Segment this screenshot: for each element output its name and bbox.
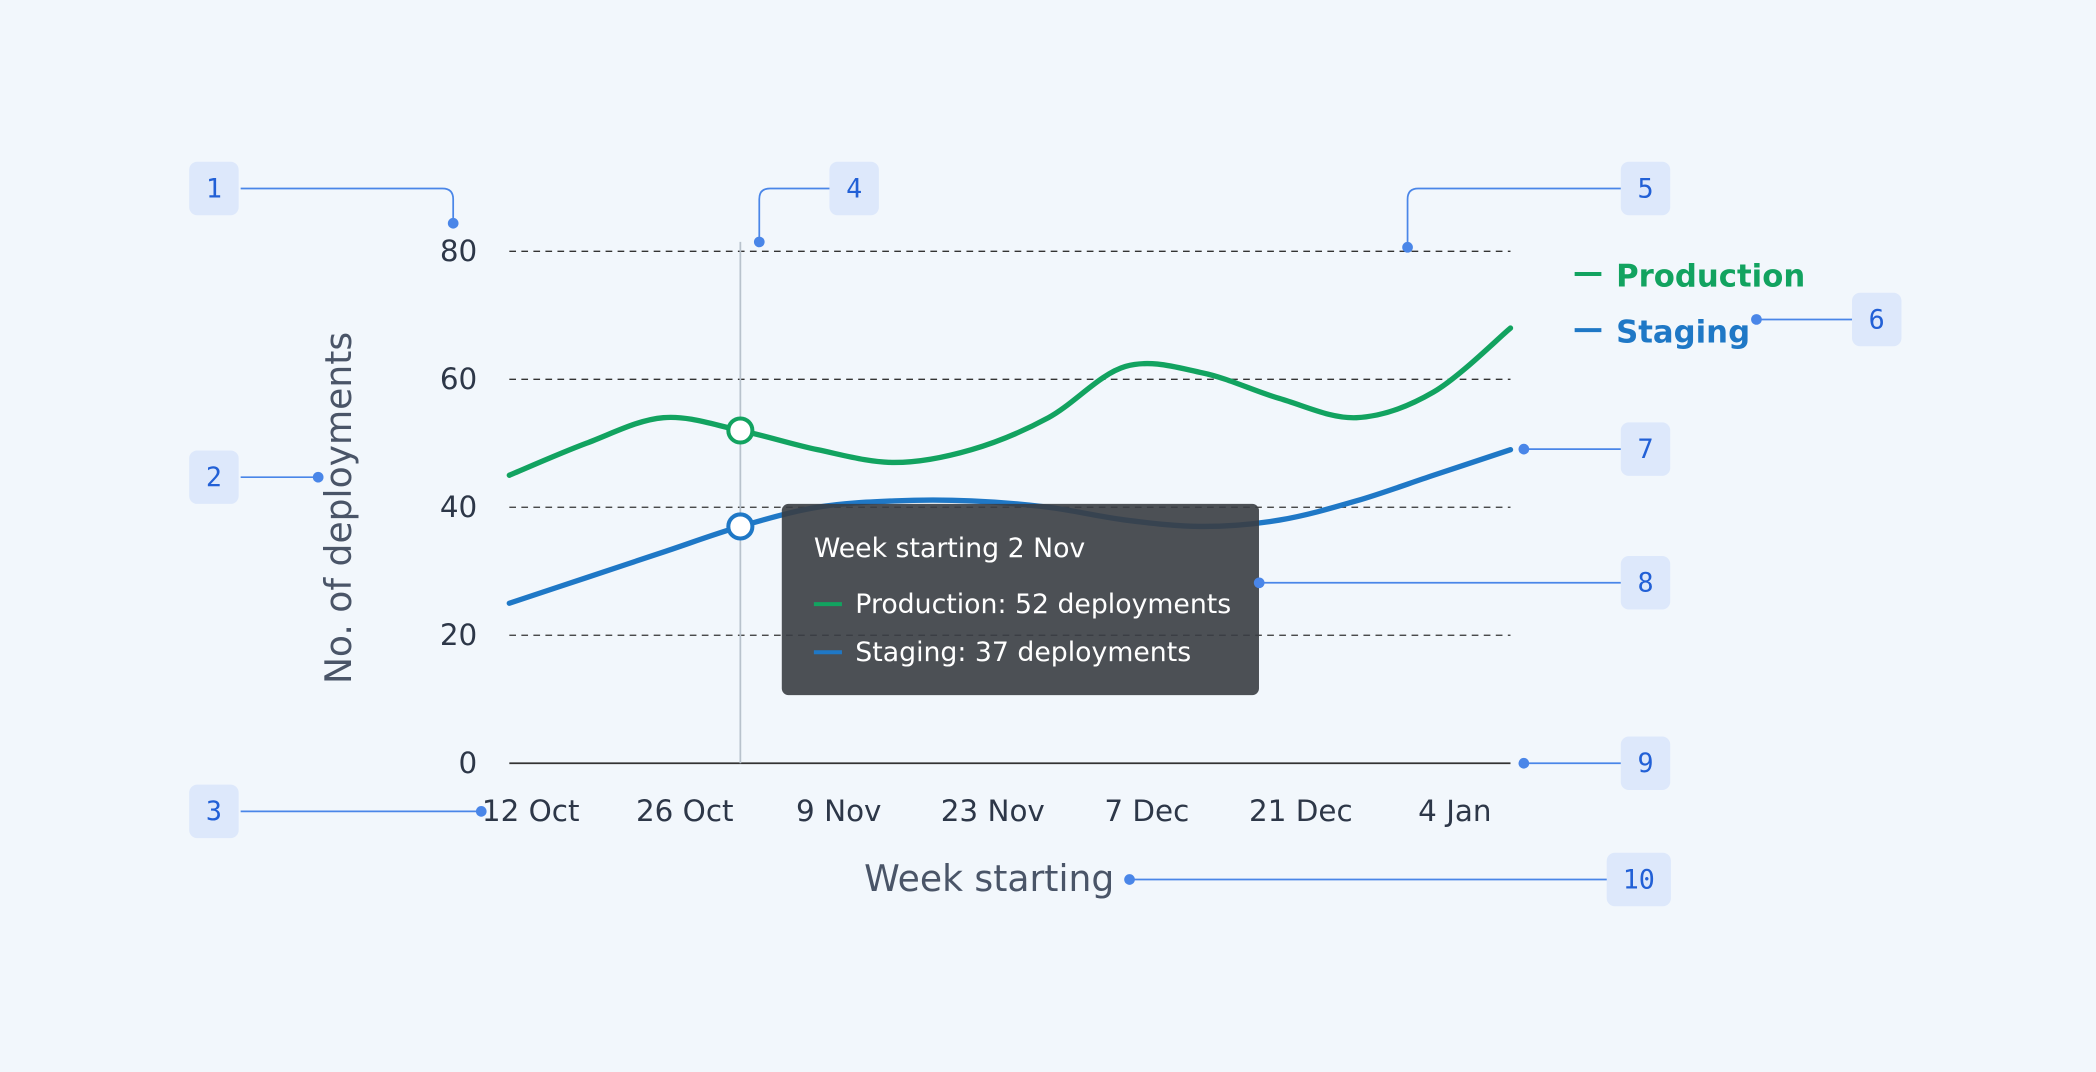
tooltip-line: Production: 52 deployments xyxy=(855,589,1231,620)
y-tick-label: 20 xyxy=(440,618,477,652)
callout-leader xyxy=(758,187,831,242)
x-tick-label: 7 Dec xyxy=(1104,794,1189,828)
callout-number: 4 xyxy=(846,173,862,204)
callout-badge xyxy=(189,450,239,504)
series-line xyxy=(506,325,1514,478)
callout-badge xyxy=(829,161,879,216)
callout-dot xyxy=(1253,577,1265,589)
callout-number: 8 xyxy=(1637,568,1653,599)
callout-badge xyxy=(189,161,239,216)
callout-dot xyxy=(475,806,487,817)
legend-label: Production xyxy=(1616,259,1805,295)
callout-dot xyxy=(1402,241,1413,253)
callout-badge xyxy=(1606,852,1671,907)
y-tick-label: 40 xyxy=(440,490,477,524)
x-tick-label: 21 Dec xyxy=(1249,794,1353,828)
callout-badge xyxy=(1620,161,1671,216)
tooltip-line: Staging: 37 deployments xyxy=(855,637,1191,668)
x-tick-label: 26 Oct xyxy=(636,794,734,828)
y-axis-title: No. of deployments xyxy=(318,332,360,684)
callout-number: 2 xyxy=(206,462,222,493)
callout-badge xyxy=(1620,422,1671,476)
tooltip-box xyxy=(781,503,1259,696)
callout-number: 6 xyxy=(1869,304,1885,335)
x-tick-label: 23 Nov xyxy=(941,794,1045,828)
callout-dot xyxy=(753,236,765,248)
y-tick-label: 0 xyxy=(459,746,478,780)
callout-dot xyxy=(1124,874,1135,885)
y-tick-label: 60 xyxy=(440,362,477,396)
x-tick-label: 9 Nov xyxy=(796,794,881,828)
hover-point xyxy=(726,416,755,445)
callout-leader xyxy=(1406,187,1622,248)
callout-badge xyxy=(189,784,239,839)
x-axis-title: Week starting xyxy=(864,858,1114,900)
x-tick-label: 4 Jan xyxy=(1418,794,1491,828)
callout-number: 1 xyxy=(206,173,222,204)
callout-badge xyxy=(1852,292,1902,347)
callout-number: 5 xyxy=(1637,173,1653,204)
callout-dot xyxy=(447,217,459,229)
callout-number: 10 xyxy=(1623,864,1655,895)
callout-badge xyxy=(1620,556,1671,610)
y-tick-label: 80 xyxy=(440,234,477,268)
callout-number: 3 xyxy=(206,796,222,827)
callout-dot xyxy=(1518,757,1530,769)
x-tick-label: 12 Oct xyxy=(482,794,580,828)
callout-badge xyxy=(1620,736,1671,790)
legend-label: Staging xyxy=(1616,315,1750,351)
hover-point xyxy=(726,512,755,541)
callout-number: 7 xyxy=(1637,434,1653,465)
callout-dot xyxy=(1751,314,1762,325)
tooltip-title: Week starting 2 Nov xyxy=(814,533,1086,564)
callout-dot xyxy=(1518,443,1530,455)
series-line xyxy=(506,447,1514,606)
callout-number: 9 xyxy=(1637,748,1653,779)
callout-dot xyxy=(312,471,324,483)
callout-leader xyxy=(240,187,455,224)
